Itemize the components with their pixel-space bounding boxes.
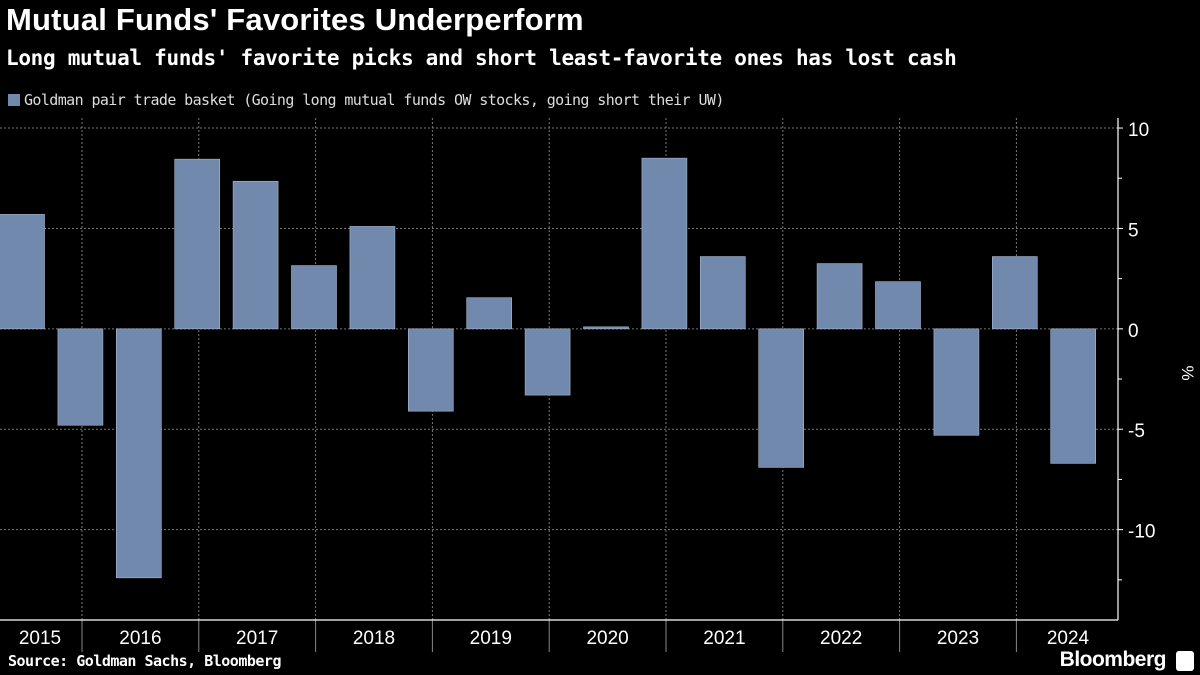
- x-tick-label: 2016: [119, 628, 161, 649]
- legend: Goldman pair trade basket (Going long mu…: [8, 91, 724, 109]
- bar: [991, 256, 1038, 330]
- bloomberg-terminal-icon: [1176, 651, 1194, 671]
- x-tick-label: 2021: [703, 628, 745, 649]
- chart-subtitle: Long mutual funds' favorite picks and sh…: [6, 46, 957, 70]
- y-tick-label: 0: [1128, 321, 1139, 342]
- bar: [57, 328, 104, 426]
- bar: [0, 214, 45, 330]
- bar: [875, 281, 921, 330]
- x-tick-label: 2020: [586, 628, 628, 649]
- bar: [583, 326, 629, 330]
- bar: [116, 328, 162, 579]
- legend-label: Goldman pair trade basket (Going long mu…: [24, 91, 724, 109]
- x-tick-label: 2015: [19, 628, 61, 649]
- bar: [466, 297, 513, 330]
- x-tick-label: 2017: [236, 628, 278, 649]
- x-tick-label: 2018: [353, 628, 395, 649]
- bar: [816, 263, 863, 330]
- chart-title: Mutual Funds' Favorites Underperform: [6, 2, 584, 37]
- x-tick-label: 2024: [1047, 628, 1090, 649]
- x-tick-label: 2022: [820, 628, 862, 649]
- bar: [699, 256, 746, 330]
- legend-swatch: [8, 94, 20, 106]
- source-note: Source: Goldman Sachs, Bloomberg: [8, 652, 281, 670]
- y-tick-label: -5: [1128, 421, 1145, 442]
- y-tick-label: -10: [1128, 522, 1155, 543]
- bar: [407, 328, 454, 412]
- y-axis-label: %: [1178, 365, 1197, 380]
- bar: [349, 226, 396, 330]
- bar: [524, 328, 571, 396]
- bar: [1050, 328, 1096, 464]
- bloomberg-logo: Bloomberg: [1059, 648, 1167, 671]
- bar: [232, 180, 279, 330]
- bar: [933, 328, 980, 436]
- bar: [291, 265, 337, 330]
- bar: [641, 157, 688, 330]
- y-tick-label: 5: [1128, 220, 1139, 241]
- x-tick-label: 2019: [470, 628, 512, 649]
- bar: [758, 328, 805, 468]
- bar: [174, 158, 220, 330]
- x-tick-label: 2023: [937, 628, 979, 649]
- y-tick-label: 10: [1128, 120, 1149, 141]
